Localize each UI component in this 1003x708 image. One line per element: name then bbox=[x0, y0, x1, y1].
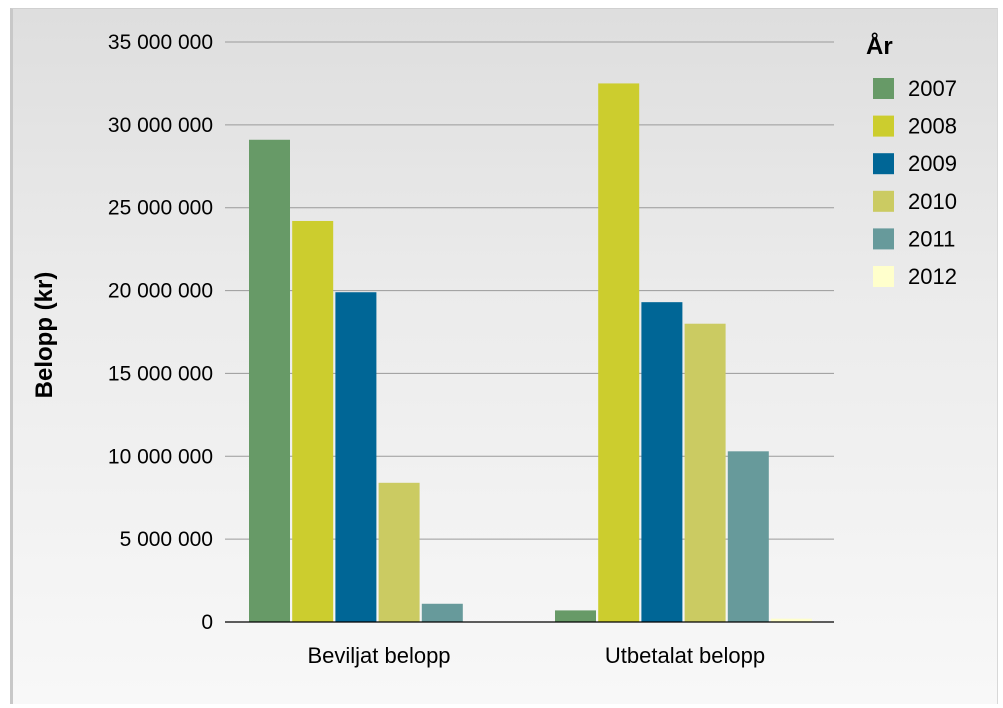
legend-swatch-2009 bbox=[873, 153, 894, 175]
y-tick-label: 35 000 000 bbox=[108, 31, 213, 54]
legend: 2007 2008 2009 2010 2011 2012 bbox=[873, 76, 957, 289]
y-tick-label: 5 000 000 bbox=[120, 528, 213, 551]
bar-2012-utbetalat bbox=[771, 618, 812, 622]
legend-label-2009: 2009 bbox=[908, 151, 957, 176]
bar-2011-beviljat bbox=[421, 603, 463, 622]
y-tick-label: 10 000 000 bbox=[108, 445, 213, 468]
legend-label-2011: 2011 bbox=[908, 226, 955, 251]
bar-2008-utbetalat bbox=[598, 83, 640, 622]
legend-title: År bbox=[866, 32, 893, 60]
category-label: Beviljat belopp bbox=[307, 643, 450, 668]
category-label: Utbetalat belopp bbox=[605, 643, 765, 668]
bar-2007-beviljat bbox=[249, 139, 290, 622]
y-tick-label: 25 000 000 bbox=[108, 197, 213, 220]
bar-2011-utbetalat bbox=[727, 451, 769, 622]
bars bbox=[249, 83, 812, 622]
legend-swatch-2012 bbox=[873, 266, 894, 287]
legend-swatch-2007 bbox=[873, 78, 894, 99]
legend-swatch-2010 bbox=[873, 190, 894, 212]
y-axis-tick-labels: 0 5 000 000 10 000 000 15 000 000 20 000 000… bbox=[108, 31, 213, 634]
y-tick-label: 20 000 000 bbox=[108, 280, 213, 303]
bar-2010-utbetalat bbox=[684, 323, 726, 622]
chart-frame bbox=[10, 8, 998, 704]
legend-label-2008: 2008 bbox=[908, 114, 957, 139]
bar-2009-utbetalat bbox=[641, 302, 683, 622]
legend-label-2010: 2010 bbox=[908, 189, 957, 214]
y-tick-label: 0 bbox=[201, 611, 213, 634]
legend-label-2012: 2012 bbox=[908, 264, 957, 289]
bar-2010-beviljat bbox=[378, 482, 420, 622]
category-labels: Beviljat belopp Utbetalat belopp bbox=[307, 643, 765, 668]
y-tick-label: 15 000 000 bbox=[108, 362, 213, 385]
bar-2009-beviljat bbox=[335, 292, 377, 622]
y-axis-label: Belopp (kr) bbox=[31, 272, 58, 399]
legend-label-2007: 2007 bbox=[908, 76, 957, 101]
y-tick-label: 30 000 000 bbox=[108, 114, 213, 137]
legend-swatch-2011 bbox=[873, 228, 894, 250]
legend-swatch-2008 bbox=[873, 115, 894, 137]
bar-2007-utbetalat bbox=[555, 610, 596, 622]
bar-2008-beviljat bbox=[292, 220, 334, 622]
